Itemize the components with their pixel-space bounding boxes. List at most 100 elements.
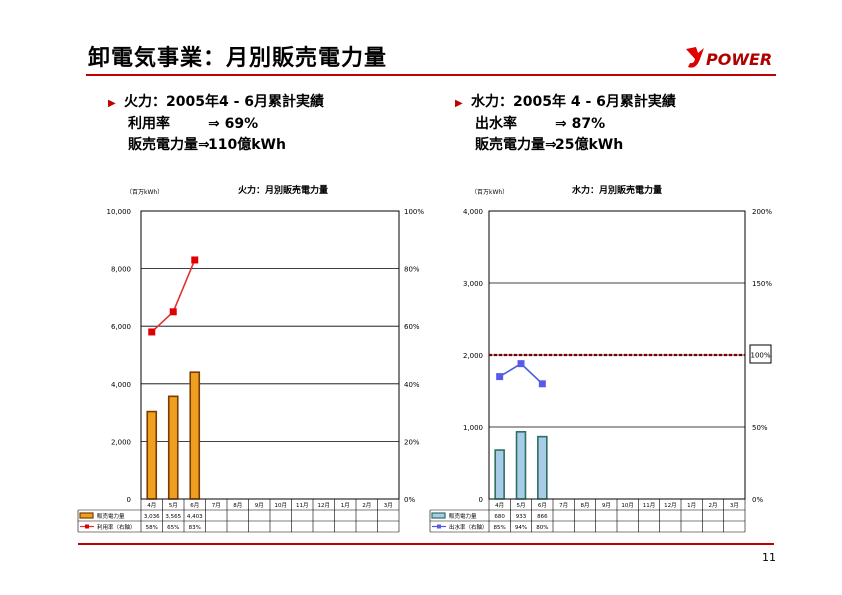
hydro-y2-tick-label: 200% (752, 208, 772, 216)
thermal-sales-label: 販売電力量⇒ (128, 137, 210, 153)
thermal-rate-line (151, 259, 196, 333)
hydro-y-tick-label: 3,000 (463, 280, 483, 288)
hydro-y-tick-label: 2,000 (463, 352, 483, 360)
thermal-y2-tick-label: 0% (404, 496, 415, 504)
hydro-bar (494, 449, 505, 500)
thermal-x-tick-label: 11月 (296, 502, 309, 509)
hydro-x-tick-label: 8月 (581, 502, 590, 509)
thermal-rate-marker (148, 328, 156, 336)
thermal-unit-label: （百万kWh） (126, 189, 163, 196)
hydro-x-tick-label: 3月 (730, 502, 739, 509)
hydro-chart-title: 水力：月別販売電力量 (572, 184, 662, 196)
thermal-rate-label: 利用率 (128, 116, 170, 132)
hydro-x-tick-label: 9月 (602, 502, 611, 509)
hydro-reference-label: 100% (750, 352, 770, 360)
hydro-table-cell: 933 (516, 514, 527, 520)
thermal-table-cell: 3,565 (165, 514, 181, 520)
thermal-y2-tick-label: 60% (404, 323, 420, 331)
thermal-y2-tick-label: 20% (404, 438, 420, 446)
hydro-table-cell: 94% (515, 525, 527, 531)
page-title: 卸電気事業：月別販売電力量 (88, 46, 388, 71)
hydro-x-tick-label: 11月 (643, 502, 656, 509)
thermal-y2-tick-label: 40% (404, 381, 420, 389)
hydro-x-tick-label: 4月 (495, 502, 504, 509)
thermal-x-tick-label: 1月 (341, 502, 350, 509)
hydro-rate-marker (538, 380, 546, 388)
thermal-y2-tick-label: 80% (404, 266, 420, 274)
thermal-legend-line-label: 利用率（右軸） (97, 523, 136, 531)
thermal-table-cell: 65% (167, 525, 179, 531)
footer-divider (78, 543, 774, 545)
hydro-x-tick-label: 1月 (687, 502, 696, 509)
thermal-y-tick-label: 4,000 (111, 381, 131, 389)
thermal-y-tick-label: 10,000 (107, 208, 132, 216)
title-divider (86, 74, 776, 76)
thermal-x-tick-label: 4月 (147, 502, 156, 509)
hydro-table-cell: 80% (536, 525, 548, 531)
thermal-table-cell: 58% (146, 525, 158, 531)
thermal-x-tick-label: 3月 (384, 502, 393, 509)
hydro-x-tick-label: 10月 (621, 502, 634, 509)
thermal-x-tick-label: 8月 (233, 502, 242, 509)
hydro-reference-box (749, 344, 772, 364)
hydro-y2-tick-label: 50% (752, 424, 768, 432)
thermal-y2-tick-label: 100% (404, 208, 424, 216)
thermal-y-tick-label: 8,000 (111, 266, 131, 274)
thermal-rate-value: ⇒ 69% (208, 116, 259, 132)
thermal-x-tick-label: 2月 (362, 502, 371, 509)
bullet-icon: ▶ (455, 98, 463, 109)
thermal-legend-bar-swatch (79, 512, 94, 519)
page-number: 11 (762, 551, 776, 564)
thermal-x-tick-label: 12月 (318, 502, 331, 509)
hydro-legend-bar-label: 販売電力量 (449, 512, 477, 520)
hydro-sales-label: 販売電力量⇒ (475, 137, 557, 153)
logo-j-mark (686, 47, 704, 68)
thermal-chart-title: 火力：月別販売電力量 (238, 184, 328, 196)
hydro-x-tick-label: 5月 (517, 502, 526, 509)
hydro-table-cell: 85% (494, 525, 506, 531)
thermal-table-cell: 83% (189, 525, 201, 531)
hydro-rate-marker (517, 360, 525, 368)
hydro-x-tick-label: 7月 (559, 502, 568, 509)
hydro-y-tick-label: 1,000 (463, 424, 483, 432)
hydro-bar (515, 431, 527, 500)
thermal-table-cell: 4,403 (187, 514, 203, 520)
thermal-sales-value: 110億kWh (208, 137, 286, 153)
thermal-y-tick-label: 6,000 (111, 323, 131, 331)
thermal-bar (167, 395, 179, 500)
hydro-table-cell: 680 (494, 514, 505, 520)
thermal-y-tick-label: 0 (127, 496, 131, 504)
hydro-legend-bar-swatch (431, 512, 446, 519)
thermal-y-tick-label: 2,000 (111, 438, 131, 446)
hydro-y-tick-label: 4,000 (463, 208, 483, 216)
thermal-bar (189, 371, 201, 500)
thermal-plot-frame (140, 210, 400, 500)
hydro-summary-heading: 水力：2005年 4 - 6月累計実績 (471, 94, 676, 110)
thermal-bar (146, 410, 158, 500)
thermal-legend-bar-label: 販売電力量 (97, 512, 125, 520)
hydro-y-tick-label: 0 (479, 496, 483, 504)
hydro-rate-marker (496, 373, 504, 381)
thermal-legend-marker-swatch (85, 524, 89, 529)
hydro-summary: ▶ 水力：2005年 4 - 6月累計実績 出水率 ⇒ 87% 販売電力量⇒25億k… (455, 92, 676, 156)
thermal-x-tick-label: 5月 (169, 502, 178, 509)
hydro-y2-tick-label: 150% (752, 280, 772, 288)
hydro-x-tick-label: 12月 (664, 502, 677, 509)
hydro-x-tick-label: 2月 (709, 502, 718, 509)
thermal-x-tick-label: 7月 (212, 502, 221, 509)
hydro-bar (537, 435, 548, 500)
thermal-x-tick-label: 9月 (255, 502, 264, 509)
thermal-rate-marker (191, 256, 199, 264)
thermal-chart: 火力：月別販売電力量 （百万kWh） 0 2,000 4,000 6,000 8,000 10… (77, 184, 424, 533)
hydro-table-cell: 866 (537, 514, 548, 520)
thermal-x-tick-label: 6月 (190, 502, 199, 509)
hydro-sales-value: 25億kWh (555, 137, 624, 153)
hydro-rate-value: ⇒ 87% (555, 116, 606, 132)
thermal-x-tick-label: 10月 (275, 502, 288, 509)
hydro-legend-line-label: 出水率（右軸） (449, 523, 488, 531)
thermal-table-cell: 3,036 (144, 514, 160, 520)
hydro-y2-tick-label: 0% (752, 496, 763, 504)
bullet-icon: ▶ (108, 98, 116, 109)
hydro-legend-marker-swatch (437, 524, 441, 529)
